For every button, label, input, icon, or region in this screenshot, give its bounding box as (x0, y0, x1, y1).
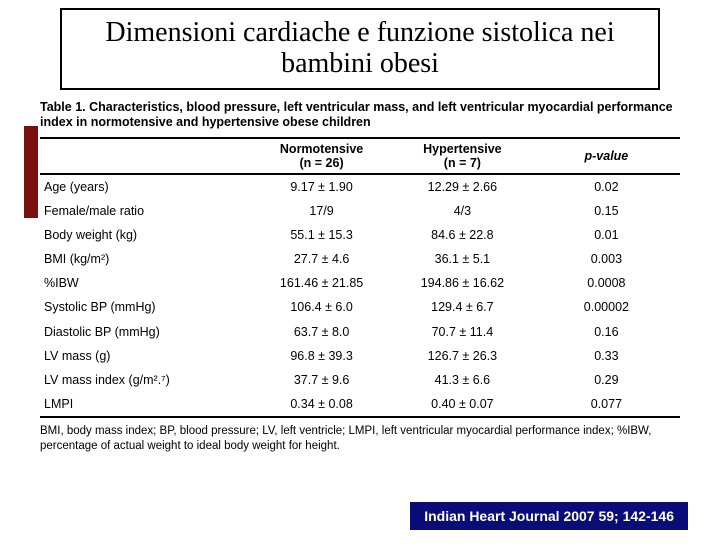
row-v2: 12.29 ± 2.66 (392, 174, 533, 199)
row-label: Diastolic BP (mmHg) (40, 320, 251, 344)
row-label: BMI (kg/m²) (40, 247, 251, 271)
row-label: Systolic BP (mmHg) (40, 295, 251, 319)
row-p: 0.01 (533, 223, 680, 247)
row-v1: 106.4 ± 6.0 (251, 295, 392, 319)
row-v1: 0.34 ± 0.08 (251, 392, 392, 417)
table-row: %IBW161.46 ± 21.85194.86 ± 16.620.0008 (40, 271, 680, 295)
row-label: Female/male ratio (40, 199, 251, 223)
row-p: 0.29 (533, 368, 680, 392)
row-v1: 9.17 ± 1.90 (251, 174, 392, 199)
row-v2: 36.1 ± 5.1 (392, 247, 533, 271)
table-caption-text: Table 1. Characteristics, blood pressure… (40, 100, 673, 130)
row-label: Body weight (kg) (40, 223, 251, 247)
row-v2: 0.40 ± 0.07 (392, 392, 533, 417)
row-v1: 161.46 ± 21.85 (251, 271, 392, 295)
data-table: Normotensive (n = 26) Hypertensive (n = … (40, 137, 680, 418)
row-p: 0.0008 (533, 271, 680, 295)
col-hypertensive: Hypertensive (423, 142, 502, 156)
col-normotensive: Normotensive (280, 142, 363, 156)
table-row: Female/male ratio17/94/30.15 (40, 199, 680, 223)
row-label: LV mass index (g/m².⁷) (40, 368, 251, 392)
row-p: 0.33 (533, 344, 680, 368)
table-body: Age (years)9.17 ± 1.9012.29 ± 2.660.02 F… (40, 174, 680, 417)
row-v1: 27.7 ± 4.6 (251, 247, 392, 271)
citation-box: Indian Heart Journal 2007 59; 142-146 (410, 502, 688, 530)
row-p: 0.02 (533, 174, 680, 199)
row-p: 0.15 (533, 199, 680, 223)
row-label: LV mass (g) (40, 344, 251, 368)
row-p: 0.16 (533, 320, 680, 344)
table-row: LV mass (g)96.8 ± 39.3126.7 ± 26.30.33 (40, 344, 680, 368)
row-v2: 129.4 ± 6.7 (392, 295, 533, 319)
table-row: LMPI0.34 ± 0.080.40 ± 0.070.077 (40, 392, 680, 417)
row-label: %IBW (40, 271, 251, 295)
title-box: Dimensioni cardiache e funzione sistolic… (60, 8, 660, 90)
row-v1: 55.1 ± 15.3 (251, 223, 392, 247)
header-row: Normotensive (n = 26) Hypertensive (n = … (40, 138, 680, 173)
table-row: Diastolic BP (mmHg)63.7 ± 8.070.7 ± 11.4… (40, 320, 680, 344)
row-v1: 63.7 ± 8.0 (251, 320, 392, 344)
table-row: LV mass index (g/m².⁷)37.7 ± 9.641.3 ± 6… (40, 368, 680, 392)
row-p: 0.00002 (533, 295, 680, 319)
col-pvalue: p-value (585, 149, 629, 163)
table-row: Systolic BP (mmHg)106.4 ± 6.0129.4 ± 6.7… (40, 295, 680, 319)
row-v1: 17/9 (251, 199, 392, 223)
table-row: BMI (kg/m²)27.7 ± 4.636.1 ± 5.10.003 (40, 247, 680, 271)
row-v2: 194.86 ± 16.62 (392, 271, 533, 295)
row-v2: 41.3 ± 6.6 (392, 368, 533, 392)
slide-title: Dimensioni cardiache e funzione sistolic… (78, 18, 642, 80)
table-row: Body weight (kg)55.1 ± 15.384.6 ± 22.80.… (40, 223, 680, 247)
row-p: 0.003 (533, 247, 680, 271)
table-row: Age (years)9.17 ± 1.9012.29 ± 2.660.02 (40, 174, 680, 199)
row-v2: 70.7 ± 11.4 (392, 320, 533, 344)
row-v1: 96.8 ± 39.3 (251, 344, 392, 368)
row-v2: 84.6 ± 22.8 (392, 223, 533, 247)
table-caption: Table 1. Characteristics, blood pressure… (40, 100, 680, 131)
accent-bar (24, 126, 38, 218)
row-label: Age (years) (40, 174, 251, 199)
table-footnote: BMI, body mass index; BP, blood pressure… (40, 424, 680, 454)
col-hypertensive-n: (n = 7) (444, 156, 481, 170)
row-v1: 37.7 ± 9.6 (251, 368, 392, 392)
row-p: 0.077 (533, 392, 680, 417)
row-v2: 4/3 (392, 199, 533, 223)
row-label: LMPI (40, 392, 251, 417)
col-normotensive-n: (n = 26) (300, 156, 344, 170)
row-v2: 126.7 ± 26.3 (392, 344, 533, 368)
